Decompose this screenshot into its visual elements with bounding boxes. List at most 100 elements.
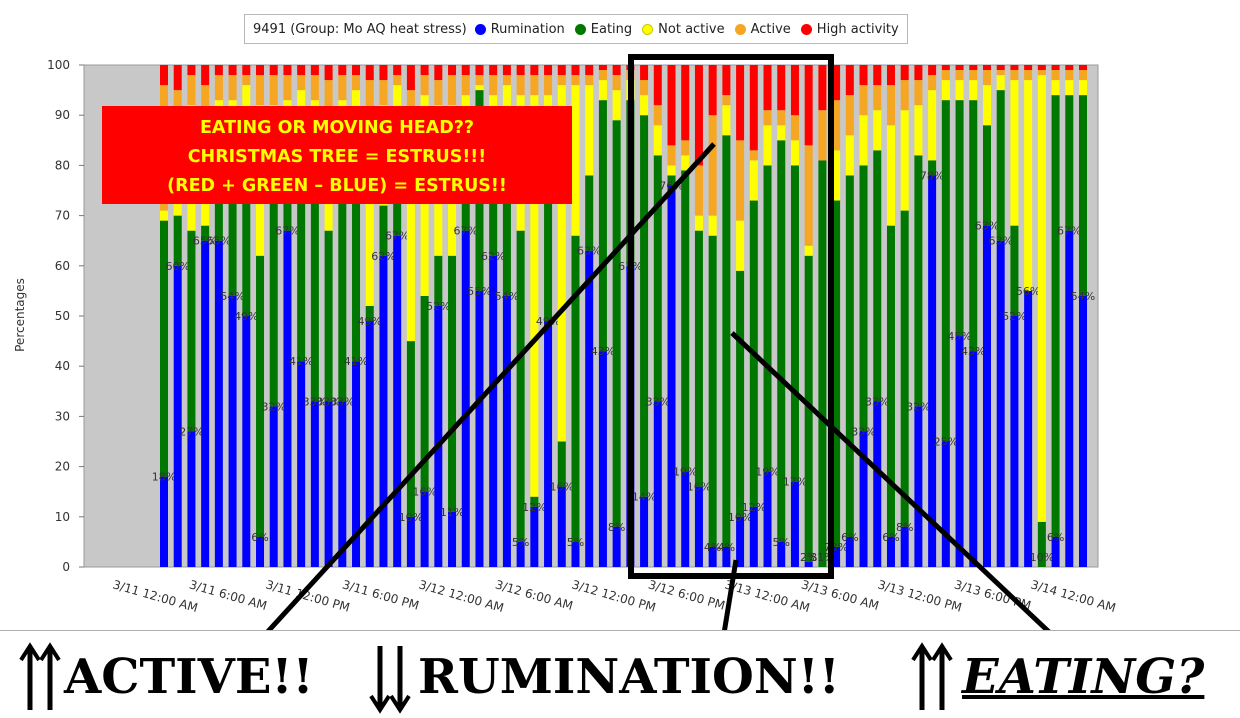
rumination-segment [859,431,868,567]
bar-value-label: 52% [426,300,450,313]
arrow-to-eating [730,331,1051,630]
active-segment [420,75,429,96]
eating-segment [681,170,690,472]
rumination-segment [406,516,415,567]
legend-label: Active [750,21,791,37]
bar-value-label: 49% [234,310,258,323]
eating-segment [365,305,374,322]
x-tick-label: 3/13 12:00 AM [723,577,811,615]
bar-value-label: 10% [1030,551,1054,564]
bar-value-label: 27% [179,425,203,438]
high-activity-segment [310,65,319,76]
not-active-segment [365,115,374,306]
legend-dot-icon [800,23,812,35]
y-tick-label: 50 [55,309,70,323]
bar-value-label: 17% [783,476,807,489]
eating-segment [502,145,511,296]
high-activity-segment [914,65,923,81]
eating-segment [886,225,895,537]
y-tick-label: 70 [55,209,70,223]
active-segment [297,75,306,91]
active-segment [1079,70,1087,81]
high-activity-segment [1024,65,1033,71]
eating-segment [173,215,182,266]
rumination-segment [777,541,786,567]
not-active-segment [708,215,717,236]
eating-segment [982,125,991,226]
bar-value-label: 32% [262,400,286,413]
active-segment [475,75,484,86]
active-segment [969,70,978,81]
bar-value-label: 12% [742,501,766,514]
not-active-segment [982,85,991,126]
bar-value-label: 45% [947,330,971,343]
rumination-segment [434,305,443,567]
y-tick-label: 0 [62,560,70,574]
bar-value-label: 33% [865,395,889,408]
not-active-segment [804,245,813,256]
high-activity-segment [557,65,566,76]
active-segment [640,80,649,96]
eating-segment [571,235,580,542]
bar-value-label: 78% [920,169,944,182]
high-activity-segment [653,65,662,106]
legend-label: Not active [658,21,725,37]
active-segment [201,85,210,121]
high-activity-segment [708,65,717,116]
high-activity-segment [1079,65,1087,71]
eating-segment [187,230,196,432]
rumination-segment [708,546,717,567]
x-tick-label: 3/13 6:00 AM [800,577,881,613]
y-tick-label: 40 [55,359,70,373]
eating-segment [914,155,923,407]
rumination-segment [160,476,168,567]
active-segment [228,75,237,101]
bar-value-label: 19% [673,466,697,479]
arrow-to-active [265,142,716,630]
eating-segment [269,165,278,407]
active-segment [1051,70,1060,81]
legend-dot-icon [642,23,654,35]
caption-rumination: RUMINATION!! [418,649,840,705]
legend-label: Rumination [490,21,565,37]
rumination-segment [598,351,607,567]
down-double-arrow-icon [369,646,411,714]
active-segment [790,115,799,141]
rumination-segment [736,516,745,567]
high-activity-segment [928,65,937,76]
high-activity-segment [941,65,950,71]
rumination-segment [256,536,265,567]
high-activity-segment [269,65,278,76]
bar-value-label: 33% [330,395,354,408]
high-activity-segment [996,65,1005,71]
high-activity-segment [832,65,841,101]
not-active-segment [694,215,703,231]
rumination-segment [393,235,402,567]
up-double-arrow-icon [911,642,953,710]
rumination-segment [941,441,950,567]
legend-dot-icon [474,23,486,35]
rumination-segment [310,401,319,567]
eating-segment [297,160,306,362]
high-activity-segment [598,65,607,71]
not-active-segment [640,95,649,116]
high-activity-segment [585,65,594,76]
high-activity-segment [790,65,799,116]
active-segment [434,80,443,106]
x-tick-label: 3/12 6:00 AM [494,577,575,613]
high-activity-segment [667,65,676,146]
bar-value-label: 10% [399,511,423,524]
eating-segment [818,160,827,567]
not-active-segment [763,125,772,166]
not-active-segment [955,80,964,101]
active-segment [187,75,196,106]
rumination-segment [681,471,690,567]
active-segment [448,75,457,106]
bar-value-label: 62% [371,250,395,263]
high-activity-segment [256,65,265,76]
not-active-segment [832,150,841,201]
eating-segment [845,175,854,537]
not-active-segment [1051,80,1060,96]
rumination-segment [873,401,882,567]
bar-value-label: 16% [687,481,711,494]
